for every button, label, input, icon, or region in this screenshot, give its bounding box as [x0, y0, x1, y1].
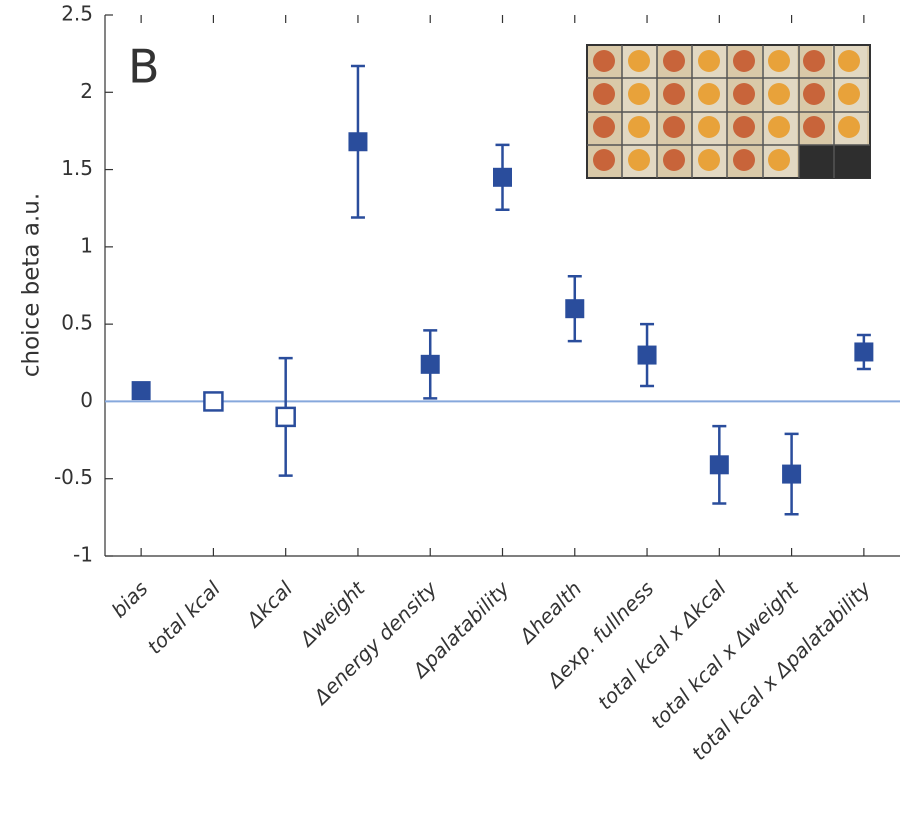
- marker: [493, 167, 512, 187]
- x-tick-label: Δkcal: [240, 576, 297, 633]
- y-axis-label: choice beta a.u.: [19, 193, 45, 377]
- x-tick-label: bias: [107, 576, 153, 622]
- y-tick-label: 0.5: [61, 311, 93, 335]
- marker: [565, 299, 585, 319]
- y-tick-label: -0.5: [54, 465, 93, 489]
- y-tick-label: -1: [73, 543, 93, 567]
- y-tick-label: 0: [80, 388, 93, 412]
- marker: [203, 391, 224, 412]
- food-image-inset: [586, 44, 871, 179]
- x-tick-label: total kcal x Δkcal: [593, 576, 731, 714]
- x-tick-label: Δweight: [294, 576, 371, 653]
- marker: [782, 464, 802, 484]
- x-tick-label: total kcal: [142, 576, 225, 659]
- marker: [637, 345, 657, 365]
- y-tick-label: 1: [80, 233, 93, 257]
- marker: [854, 342, 874, 362]
- y-tick-label: 2.5: [61, 2, 93, 26]
- panel-label: B: [128, 40, 160, 94]
- y-tick-label: 2: [80, 79, 93, 103]
- marker: [275, 406, 296, 428]
- marker: [420, 354, 440, 374]
- x-tick-label: Δhealth: [513, 576, 586, 649]
- marker: [348, 132, 368, 152]
- marker: [131, 381, 151, 401]
- marker: [709, 455, 729, 475]
- x-tick-label: Δenergy density: [308, 576, 443, 711]
- y-tick-label: 1.5: [61, 156, 93, 180]
